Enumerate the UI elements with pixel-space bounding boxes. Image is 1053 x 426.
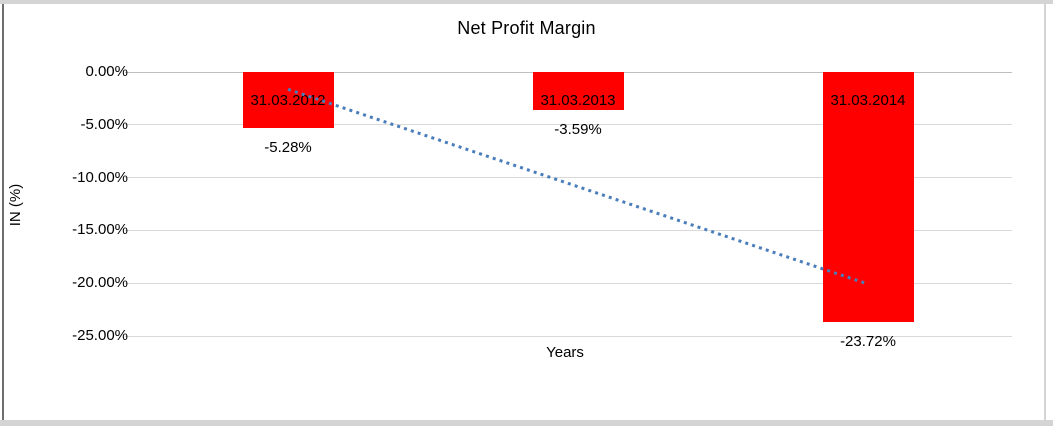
frame-border-right (1044, 4, 1046, 420)
y-axis-tick-label: -10.00% (72, 168, 128, 186)
frame-border-bottom (0, 420, 1053, 426)
chart-title: Net Profit Margin (457, 18, 596, 38)
y-axis-tick-label: -25.00% (72, 327, 128, 344)
x-axis-title: Years (546, 344, 584, 361)
data-label: -3.59% (554, 120, 602, 138)
category-label: 31.03.2014 (830, 92, 906, 109)
category-label: 31.03.2012 (250, 92, 326, 109)
y-axis-tick-label: -15.00% (72, 221, 128, 239)
y-axis-title: IN (%) (7, 183, 24, 227)
y-axis-tick-label: 0.00% (85, 63, 128, 80)
gridline (125, 335, 1012, 337)
data-label: -23.72% (840, 333, 896, 351)
y-axis-tick-label: -20.00% (72, 274, 128, 292)
frame-border-top (0, 0, 1053, 4)
frame-border-left (2, 4, 4, 420)
category-label: 31.03.2013 (540, 92, 616, 109)
bar (822, 72, 914, 323)
data-label: -5.28% (264, 138, 312, 156)
y-axis-tick-label: -5.00% (80, 115, 128, 133)
